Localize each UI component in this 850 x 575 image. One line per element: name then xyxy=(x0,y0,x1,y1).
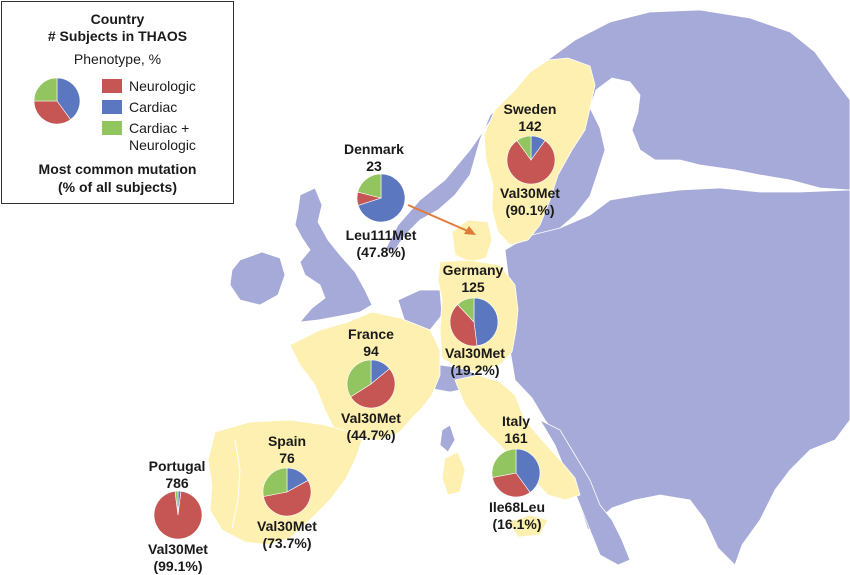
pie-italy-cardiac-slice xyxy=(515,448,541,493)
eastern-europe-landmass xyxy=(504,187,850,566)
label-sweden-name: Sweden xyxy=(503,101,557,117)
ireland xyxy=(229,251,286,306)
label-germany-mutation: Val30Met xyxy=(445,345,505,361)
label-italy-subjects: 161 xyxy=(504,430,528,446)
swatch-cardiac xyxy=(102,100,122,114)
denmark-region xyxy=(451,219,493,263)
label-denmark-mutation: Leu111Met xyxy=(345,227,417,243)
pie-france-neurologic-slice xyxy=(350,368,396,409)
denmark-arrow xyxy=(407,204,476,235)
label-portugal-pct: (99.1%) xyxy=(153,558,203,574)
legend-example-pie xyxy=(33,77,81,125)
label-italy-mutation: Ile68Leu xyxy=(488,499,546,515)
label-portugal-mutation: Val30Met xyxy=(148,541,208,557)
legend-mutation-title: Most common mutation xyxy=(38,161,197,177)
pie-germany-neurologic-slice xyxy=(449,304,478,347)
label-spain-name: Spain xyxy=(267,433,307,449)
pie-italy-cardiac-neurologic-slice xyxy=(491,448,517,478)
pie-spain-neurologic-slice xyxy=(263,480,312,517)
label-germany-name: Germany xyxy=(442,262,504,278)
label-france-mutation: Val30Met xyxy=(341,410,401,426)
pie-spain-cardiac-neurologic-slice xyxy=(262,467,288,497)
label-france-name: France xyxy=(348,326,394,342)
legend-cardiac-label: Cardiac xyxy=(129,99,178,115)
label-spain-pct: (73.7%) xyxy=(262,535,312,551)
label-spain-subjects: 76 xyxy=(279,450,295,466)
legend-neurologic-label: Neurologic xyxy=(129,78,196,94)
label-sweden-pct: (90.1%) xyxy=(505,202,555,218)
legend-cardiac-plus-label: Cardiac + xyxy=(129,120,190,136)
pie-italy-neurologic-slice xyxy=(492,472,531,498)
legend-title-country: Country xyxy=(90,11,145,27)
pie-portugal-cardiac-neurologic-slice xyxy=(174,490,179,516)
legend-neurologic-cont-label: Neurologic xyxy=(129,137,196,153)
label-denmark-name: Denmark xyxy=(344,141,404,157)
legend-title-subjects: # Subjects in THAOS xyxy=(47,28,188,44)
label-germany-pct: (19.2%) xyxy=(450,362,500,378)
label-france-pct: (44.7%) xyxy=(346,427,396,443)
sardinia-region xyxy=(441,451,466,496)
italy-region xyxy=(454,374,581,501)
corsica xyxy=(439,424,456,453)
legend-pie-cardiac-neurologic-slice xyxy=(33,77,58,102)
phenotype-pies xyxy=(153,135,556,540)
pie-portugal-neurologic-slice xyxy=(153,490,203,540)
label-portugal-name: Portugal xyxy=(148,458,206,474)
label-spain-mutation: Val30Met xyxy=(257,518,317,534)
legend: Country # Subjects in THAOS Phenotype, %… xyxy=(1,1,234,204)
sicily-region xyxy=(507,514,549,538)
legend-phenotype-label: Phenotype, % xyxy=(73,51,162,67)
portugal-border xyxy=(231,439,241,529)
label-denmark-subjects: 23 xyxy=(366,158,382,174)
pie-sweden-cardiac-neurologic-slice xyxy=(516,135,532,161)
pie-germany-cardiac-slice xyxy=(473,297,499,347)
label-sweden-mutation: Val30Met xyxy=(500,185,560,201)
label-france-subjects: 94 xyxy=(363,343,379,359)
legend-pie-cardiac-slice xyxy=(56,77,81,121)
label-denmark-pct: (47.8%) xyxy=(356,244,406,260)
label-italy-pct: (16.1%) xyxy=(492,516,542,532)
label-sweden-subjects: 142 xyxy=(518,118,542,134)
swatch-cardiac-neurologic xyxy=(102,121,122,135)
legend-pie-neurologic-slice xyxy=(33,100,71,125)
legend-mutation-sub: (% of all subjects) xyxy=(57,179,178,195)
label-portugal-subjects: 786 xyxy=(165,475,189,491)
great-britain xyxy=(294,187,373,323)
swatch-neurologic xyxy=(102,79,122,93)
pie-denmark-cardiac-neurologic-slice xyxy=(357,173,382,199)
label-italy-name: Italy xyxy=(501,413,531,429)
pie-sweden-neurologic-slice xyxy=(506,140,556,185)
label-germany-subjects: 125 xyxy=(461,279,485,295)
pie-germany-cardiac-neurologic-slice xyxy=(457,297,475,323)
pie-france-cardiac-neurologic-slice xyxy=(346,359,372,398)
